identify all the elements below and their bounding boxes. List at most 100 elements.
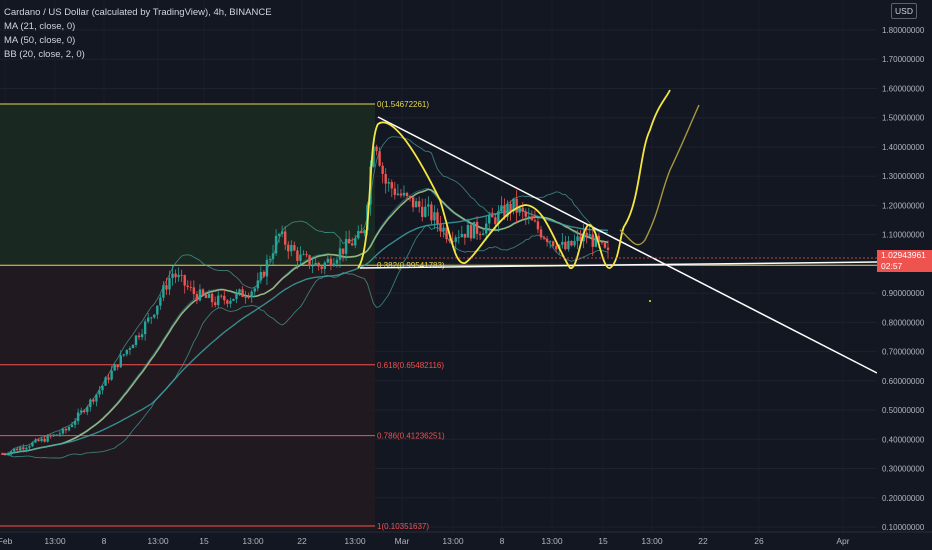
fib-level-label: 0.618(0.65482116) [377,361,444,370]
price-tick-label: 1.40000000 [882,143,925,152]
price-tick-label: 1.60000000 [882,84,925,93]
candle-body [551,241,555,246]
candle-body [290,245,293,252]
candle-body [484,223,488,234]
time-scale[interactable]: Feb 13:00 8 13:00 15 13:00 22 13:00 Mar 13:00 8 13:… [0,536,850,546]
candle-body [235,292,238,299]
candle-body [195,294,199,301]
candle-body [31,442,34,447]
fib-zone-green [0,104,375,266]
candle-body [143,321,147,335]
candle-body [472,221,476,239]
candle-body [3,453,7,455]
candle-body [585,232,588,237]
candle-body [186,285,189,287]
candle-body [101,385,104,391]
candle-body [0,453,4,455]
time-tick-label: 13:00 [641,536,663,546]
candle-body [238,289,241,293]
bb-legend[interactable]: BB (20, close, 2, 0) [4,49,85,60]
candle-body [213,302,217,306]
candle-body [372,146,375,167]
price-tick-label: 1.30000000 [882,172,925,181]
candle-body [448,239,451,242]
candle-body [357,231,360,239]
candle-body [555,245,558,250]
candle-body [189,286,193,288]
candle-body [320,266,323,269]
last-price-tag: 1.02943961 02:57 [877,250,932,272]
candle-body [515,198,518,213]
candle-body [597,235,601,242]
candle-body [256,280,259,289]
candle-body [287,244,290,252]
candle-body [466,225,470,238]
candle-body [582,232,585,242]
candle-body [570,240,573,246]
candle-body [384,173,387,184]
candle-body [387,182,390,184]
candle-body [454,237,457,242]
candle-body [491,214,494,218]
candle-body [210,293,214,303]
candle-body [457,236,460,238]
candle-body [478,233,482,236]
candle-body [421,206,424,217]
candle-body [110,370,113,380]
price-tick-label: 1.50000000 [882,114,925,123]
candle-body [338,248,342,260]
candle-body [98,390,101,395]
candle-body [518,207,521,213]
candle-body [335,259,339,264]
time-tick-label: Mar [395,536,410,546]
candle-body [52,434,55,437]
candle-body [405,192,409,197]
currency-button[interactable]: USD [891,3,917,19]
candle-body [95,394,98,402]
candle-body [591,234,594,247]
candle-body [548,241,552,243]
candle-body [76,412,80,422]
candle-body [317,262,320,267]
fibonacci-retracement[interactable]: 0(1.54672261) 0.382(0.99541783) 0.618(0.65… [0,100,877,531]
ma21-legend[interactable]: MA (21, close, 0) [4,21,76,32]
candle-body [220,295,223,297]
candle-body [451,241,454,242]
candle-body [530,216,534,221]
candle-body [16,448,19,451]
candle-body [579,236,582,242]
user-drawings[interactable] [357,89,878,374]
candle-body [293,245,296,251]
price-tick-label: 0.90000000 [882,289,925,298]
candle-body [533,220,537,222]
candle-body [159,297,162,306]
candle-body [299,254,302,261]
candle-body [314,262,317,266]
candle-body [131,345,135,349]
candle-body [204,294,208,298]
symbol-title[interactable]: Cardano / US Dollar (calculated by Tradi… [4,7,272,18]
price-scale[interactable]: 1.80000000 1.70000000 1.60000000 1.50000000… [882,26,925,532]
price-tick-label: 0.20000000 [882,494,925,503]
candle-body [424,206,427,217]
candle-body [524,211,527,217]
candle-body [134,335,138,346]
candle-body [107,377,110,380]
time-tick-label: 26 [754,536,764,546]
candle-body [488,214,491,224]
candle-body [542,237,546,239]
candle-body [12,448,16,452]
candle-body [128,348,132,350]
candle-body [58,433,62,435]
ma50-legend[interactable]: MA (50, close, 0) [4,35,76,46]
candle-body [86,407,89,413]
candle-body [46,435,49,442]
candle-body [28,446,31,448]
last-price-value: 1.02943961 [881,250,926,260]
candle-body [137,335,141,338]
candle-body [217,295,220,306]
ma21-line [1,188,609,455]
candle-body [34,439,37,443]
price-tick-label: 0.10000000 [882,523,925,532]
